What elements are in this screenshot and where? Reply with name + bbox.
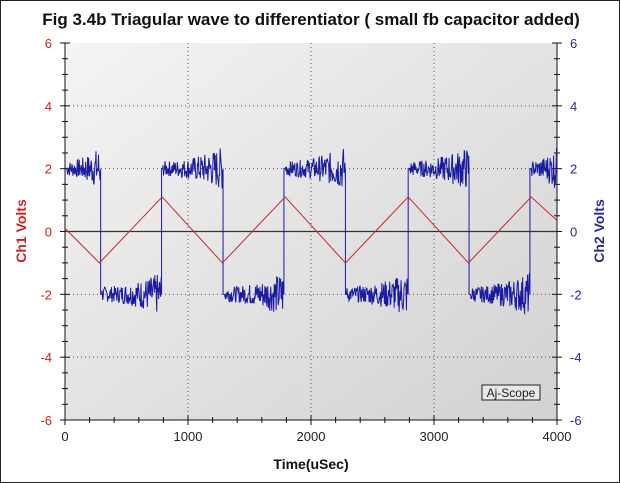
x-tick-label: 1000: [174, 429, 203, 444]
y-left-tick-label: -6: [40, 413, 52, 428]
y-axis-right-label: Ch2 Volts: [591, 199, 607, 263]
y-right-tick-label: -6: [570, 413, 582, 428]
chart-title: Fig 3.4b Triagular wave to differentiato…: [42, 10, 580, 29]
y-right-tick-label: -4: [570, 350, 582, 365]
watermark-box: [481, 384, 541, 401]
ch1-series-line: [64, 196, 558, 264]
ch2-series-line: [65, 147, 558, 315]
y-left-tick-label: 0: [45, 225, 52, 240]
x-tick-label: 2000: [297, 429, 326, 444]
y-right-tick-label: 4: [570, 99, 577, 114]
x-tick-label: 0: [61, 429, 68, 444]
x-axis-label: Time(uSec): [273, 456, 348, 472]
y-right-tick-label: 6: [570, 36, 577, 51]
y-right-tick-label: 0: [570, 225, 577, 240]
y-left-tick-label: 2: [45, 162, 52, 177]
y-left-tick-label: -4: [40, 350, 52, 365]
x-tick-label: 4000: [543, 429, 572, 444]
y-left-tick-label: 6: [45, 36, 52, 51]
watermark: Aj-Scope: [487, 386, 536, 400]
y-left-tick-label: -2: [40, 287, 52, 302]
x-tick-label: 3000: [420, 429, 449, 444]
y-axis-left-label: Ch1 Volts: [13, 199, 29, 263]
y-right-tick-label: 2: [570, 162, 577, 177]
y-right-tick-label: -2: [570, 287, 582, 302]
y-left-tick-label: 4: [45, 99, 52, 114]
